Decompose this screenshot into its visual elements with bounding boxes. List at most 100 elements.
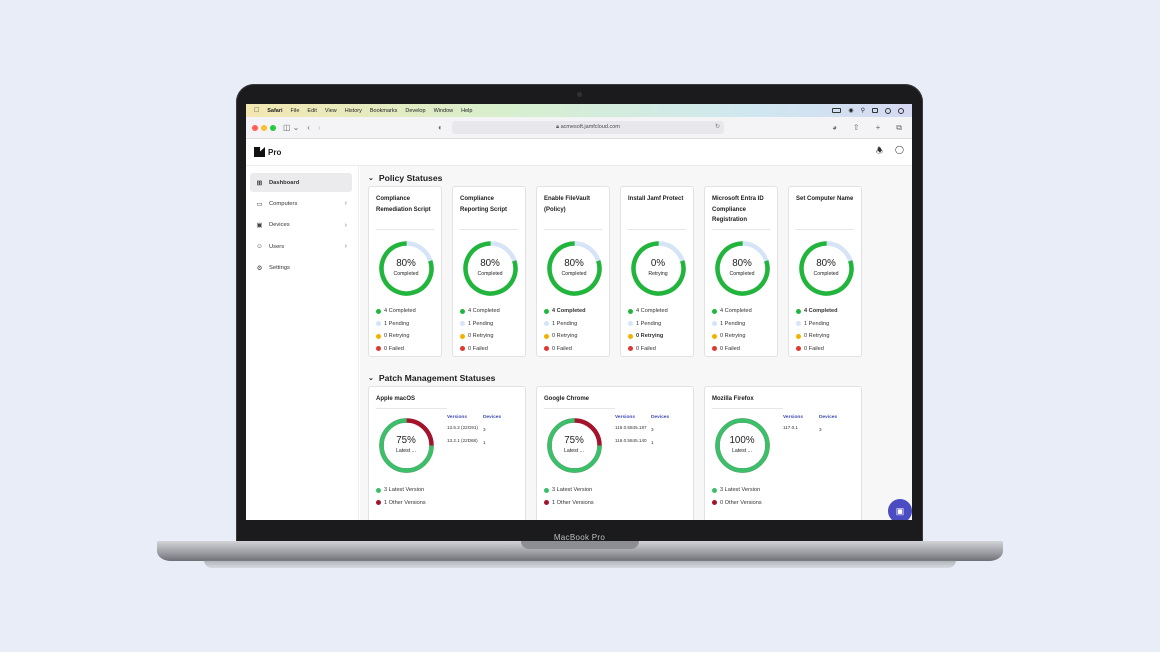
policy-card[interactable]: Enable FileVault (Policy) 80% Completed 4 C… <box>536 186 610 357</box>
siri-icon[interactable] <box>885 107 891 114</box>
version-cell: 13.2.1 (22D68) <box>447 438 478 443</box>
policy-card[interactable]: Install Jamf Protect 0% Retrying 4 Complete… <box>620 186 694 357</box>
reload-icon[interactable]: ↻ <box>714 124 720 130</box>
menu-safari[interactable]: Safari <box>262 107 282 114</box>
legend-row: 4 Completed <box>628 305 668 318</box>
back-icon[interactable]: ‹ <box>307 123 310 132</box>
legend-dot <box>712 487 717 493</box>
policy-card[interactable]: Microsoft Entra ID Compliance Registrati… <box>704 186 778 357</box>
policy-card[interactable]: Compliance Remediation Script 80% Complete… <box>368 186 442 357</box>
new-tab-icon[interactable]: + <box>875 122 881 132</box>
donut-svg <box>798 240 854 296</box>
devices-cell: 3 <box>651 427 654 432</box>
sidebar-item-computers[interactable]: ▭ Computers › <box>250 194 352 213</box>
legend-dot <box>544 487 549 493</box>
patch-card[interactable]: Apple macOS 75% Latest ... Versions Devices 1… <box>368 386 526 520</box>
legend-label: 4 Completed <box>468 308 500 315</box>
legend-row: 4 Completed <box>712 305 752 318</box>
card-divider <box>712 229 770 230</box>
card-divider <box>712 408 783 409</box>
forward-icon[interactable]: › <box>317 123 321 132</box>
menu-history[interactable]: History <box>339 107 362 114</box>
tab-overview-icon[interactable]: ⧉ <box>896 122 902 132</box>
share-icon[interactable]: ⇧ <box>852 122 860 132</box>
legend-row: 0 Other Versions <box>712 497 762 510</box>
menu-bookmarks[interactable]: Bookmarks <box>364 107 398 114</box>
legend-dot <box>544 346 549 352</box>
sidebar-toggle-icon[interactable]: ◫ <box>283 123 291 132</box>
legend-dot <box>796 308 801 314</box>
sidebar-item-dashboard[interactable]: ⊞ Dashboard <box>250 173 352 192</box>
donut-percent: 75% <box>396 435 416 446</box>
legend-row: 0 Failed <box>796 343 838 356</box>
donut-percent: 80% <box>564 258 584 269</box>
legend-row: 1 Pending <box>628 318 668 331</box>
legend-row: 3 Latest Version <box>376 484 426 497</box>
patch-section-header[interactable]: ⌄ Patch Management Statuses <box>368 373 495 383</box>
version-cell: 116.0.5845.187 <box>615 425 647 430</box>
donut-svg <box>714 240 770 296</box>
policy-section-title: Policy Statuses <box>378 173 443 183</box>
patch-legend: 3 Latest Version 0 Other Versions <box>712 484 762 509</box>
policy-card[interactable]: Set Computer Name 80% Completed 4 Completed… <box>788 186 862 357</box>
download-icon[interactable]: ◕ <box>832 122 837 132</box>
patch-card[interactable]: Mozilla Firefox 100% Latest ... Versions Dev… <box>704 386 862 520</box>
legend-label: 0 Retrying <box>804 333 830 340</box>
bell-icon[interactable]: 🕭︎ <box>875 146 884 155</box>
menu-develop[interactable]: Develop <box>400 107 425 114</box>
policy-card[interactable]: Compliance Reporting Script 80% Completed 4… <box>452 186 526 357</box>
zoom-window-icon[interactable] <box>270 124 276 131</box>
legend-dot <box>460 333 465 339</box>
shield-icon[interactable]: ◐ <box>438 123 443 132</box>
legend-label: 4 Completed <box>804 308 838 315</box>
menu-edit[interactable]: Edit <box>302 107 316 114</box>
close-window-icon[interactable] <box>252 124 258 131</box>
legend-dot <box>544 308 549 314</box>
sidebar-item-settings[interactable]: ⚙ Settings <box>250 259 352 278</box>
user-menu-icon[interactable] <box>898 107 904 114</box>
address-bar[interactable]: 🔒︎ acmesoft.jamfcloud.com ↻ <box>452 121 724 134</box>
donut-chart: 80% Completed <box>545 239 604 298</box>
mac-menu-bar:  Safari File Edit View History Bookmark… <box>246 104 912 117</box>
devices-cell: 3 <box>483 427 486 432</box>
donut-center-label: Retrying <box>648 270 668 277</box>
col-versions-header: Versions <box>615 415 635 420</box>
battery-icon[interactable] <box>832 108 842 113</box>
apple-icon[interactable]:  <box>254 107 259 114</box>
col-devices-header: Devices <box>483 415 502 420</box>
jamf-logo-icon[interactable] <box>254 147 265 157</box>
wifi-icon[interactable]: ◉ <box>848 108 854 114</box>
legend-row: 1 Other Versions <box>376 497 426 510</box>
sidebar-item-devices[interactable]: ▣ Devices › <box>250 216 352 235</box>
version-cell: 117.0.1 <box>783 425 798 430</box>
versions-table-header: Versions Devices <box>447 415 502 421</box>
devices-cell: 1 <box>483 440 486 445</box>
legend-label: 1 Other Versions <box>384 499 426 506</box>
col-devices-header: Devices <box>651 415 670 420</box>
control-center-icon[interactable] <box>872 108 878 113</box>
chevron-down-icon[interactable]: ⌄ <box>368 175 374 182</box>
menu-file[interactable]: File <box>285 107 300 114</box>
menu-window[interactable]: Window <box>428 107 454 114</box>
minimize-window-icon[interactable] <box>261 124 267 131</box>
chevron-down-icon[interactable]: ⌄ <box>368 375 374 382</box>
chevron-right-icon: › <box>344 221 347 229</box>
sidebar-item-users[interactable]: ☺ Users › <box>250 237 352 256</box>
chevron-down-icon[interactable]: ⌄ <box>292 123 300 132</box>
user-icon[interactable]: ◯ <box>895 145 904 154</box>
legend-row: 1 Other Versions <box>544 497 594 510</box>
legend-label: 0 Retrying <box>636 333 664 340</box>
policy-section-header[interactable]: ⌄ Policy Statuses <box>368 173 442 183</box>
assistant-fab-button[interactable]: ▣ <box>888 499 912 520</box>
menu-view[interactable]: View <box>319 107 337 114</box>
legend-row: 1 Pending <box>796 318 838 331</box>
spotlight-icon[interactable]: ⚲ <box>860 108 865 114</box>
policy-card-title: Set Computer Name <box>796 196 854 202</box>
donut-percent: 80% <box>480 258 500 269</box>
legend-dot <box>712 500 717 506</box>
legend-row: 3 Latest Version <box>712 484 762 497</box>
legend-row: 0 Retrying <box>628 330 668 343</box>
menu-help[interactable]: Help <box>455 107 472 114</box>
legend-row: 0 Retrying <box>544 330 586 343</box>
patch-card[interactable]: Google Chrome 75% Latest ... Versions Device… <box>536 386 694 520</box>
